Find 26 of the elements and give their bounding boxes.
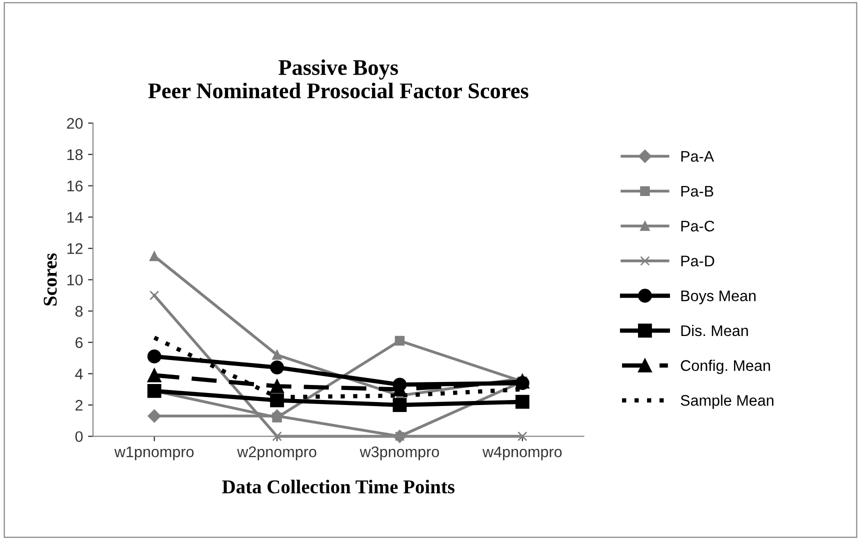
y-tick-label: 8 (75, 306, 83, 317)
chart-title: Passive Boys Peer Nominated Prosocial Factor Scores (148, 59, 528, 98)
y-tick-label: 18 (67, 149, 83, 160)
y-tick-label: 10 (67, 274, 83, 286)
y-axis-title: Scores (44, 253, 57, 306)
legend-label: Dis. Mean (681, 324, 748, 336)
y-tick-label: 14 (67, 212, 83, 223)
x-tick-label: w4pnompro (482, 446, 562, 460)
legend-label: Pa-A (681, 151, 714, 162)
x-tick-label: w1pnompro (114, 446, 194, 460)
x-tick-label: w3pnompro (360, 446, 439, 460)
legend-label: Boys Mean (681, 290, 756, 304)
legend-label: Pa-C (681, 220, 714, 232)
x-tick-label: w2pnompro (237, 446, 316, 460)
y-tick-label: 6 (76, 337, 83, 348)
y-tick-label: 2 (76, 400, 82, 411)
y-tick-label: 0 (75, 431, 83, 442)
legend-label: Config. Mean (680, 360, 770, 374)
legend-label: Pa-D (681, 256, 714, 266)
y-tick-label: 20 (67, 118, 83, 129)
y-tick-label: 16 (67, 180, 83, 192)
x-axis-title: Data Collection Time Points (222, 480, 454, 494)
y-tick-label: 12 (67, 243, 82, 254)
legend-label: Pa-B (681, 186, 714, 197)
y-tick-label: 4 (75, 368, 83, 380)
legend-label: Sample Mean (680, 394, 774, 409)
